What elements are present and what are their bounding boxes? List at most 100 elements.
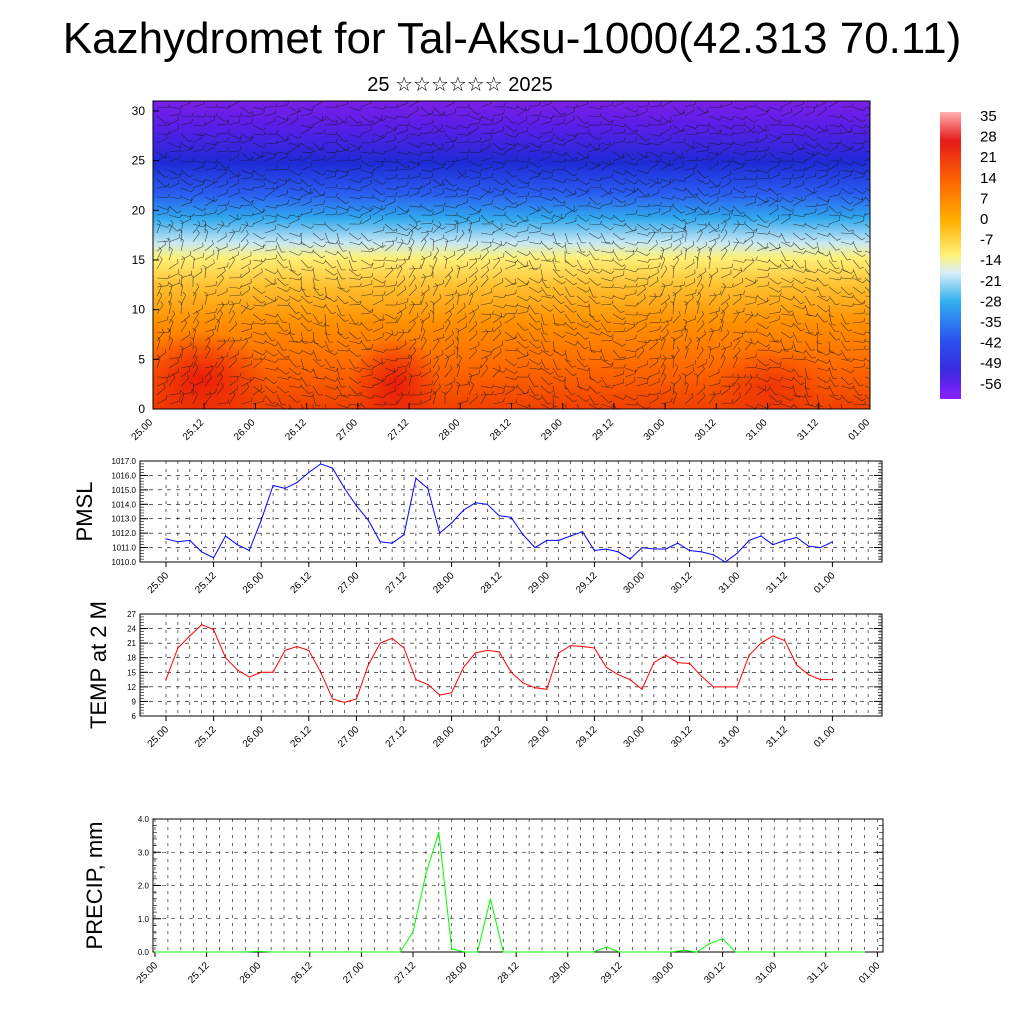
wind-barb: [792, 322, 802, 331]
wind-barb: [852, 187, 863, 194]
wind-barb: [552, 106, 562, 115]
wind-barb: [492, 119, 503, 126]
wind-barb-flag: [719, 129, 722, 134]
wind-barb: [468, 115, 480, 121]
wind-barb: [312, 268, 316, 280]
wind-barb: [468, 220, 480, 225]
wind-barb-flag: [251, 353, 254, 358]
wind-barb-flag: [418, 144, 423, 148]
wind-barb-flag: [659, 101, 662, 106]
wind-barb-flag: [221, 220, 225, 225]
wind-barb: [576, 133, 589, 135]
wind-barb-flag: [335, 251, 339, 256]
wind-barb: [348, 124, 360, 127]
wind-barb: [240, 214, 252, 217]
wind-barb-flag: [707, 221, 711, 226]
wind-barb: [444, 307, 455, 315]
wind-barb: [288, 232, 300, 237]
wind-barb-flag: [395, 185, 399, 190]
wind-barb-flag: [647, 264, 650, 269]
wind-barb: [612, 322, 624, 325]
wind-barb: [840, 214, 852, 219]
wind-barb: [504, 142, 516, 147]
data-point: [502, 951, 504, 953]
wind-barb-flag: [357, 274, 362, 277]
wind-barb: [528, 175, 540, 180]
wind-barb: [648, 163, 659, 171]
wind-barb: [648, 272, 659, 279]
wind-barb: [516, 355, 528, 360]
wind-barb: [696, 130, 708, 135]
wind-barb: [636, 376, 648, 380]
wind-barb: [336, 250, 345, 260]
wind-barb: [576, 214, 587, 222]
wind-barb-flag: [335, 168, 339, 173]
wind-barb: [228, 360, 237, 369]
wind-barb-flag: [431, 119, 434, 124]
wind-barb: [696, 396, 706, 405]
wind-barb-flag: [553, 405, 558, 408]
wind-barb: [324, 385, 336, 390]
wind-barb: [216, 209, 227, 216]
wind-barb-flag: [534, 394, 539, 396]
wind-barb-flag: [538, 225, 543, 230]
wind-barb: [180, 285, 183, 297]
wind-barb: [276, 120, 288, 126]
wind-barb: [432, 311, 434, 324]
wind-barb-flag: [586, 324, 591, 328]
wind-barb-flag: [657, 276, 659, 281]
wind-barb: [564, 313, 572, 324]
wind-barb-flag: [215, 308, 217, 313]
wind-barb-flag: [405, 367, 407, 372]
wind-barb: [804, 331, 816, 336]
wind-barb: [744, 159, 756, 162]
wind-barb: [324, 141, 336, 144]
wind-barb-flag: [752, 258, 754, 263]
wind-barb: [540, 232, 552, 237]
wind-barb-flag: [850, 369, 855, 373]
wind-barb-flag: [431, 227, 433, 232]
wind-barb-flag: [596, 391, 601, 394]
wind-barb: [588, 250, 596, 261]
x-tick-label: 29.12: [574, 724, 600, 750]
wind-barb-flag: [453, 349, 455, 354]
wind-barb: [576, 164, 587, 171]
x-tick-label: 30.12: [693, 417, 719, 443]
wind-barb-flag: [249, 111, 254, 114]
wind-barb: [744, 302, 756, 306]
wind-barb-flag: [189, 382, 194, 385]
wind-barb: [204, 178, 216, 184]
wind-barb: [384, 371, 395, 378]
wind-barb: [792, 286, 803, 293]
wind-barb-flag: [407, 190, 409, 195]
wind-barb: [480, 123, 492, 126]
wind-barb: [252, 322, 264, 325]
x-tick-label: 27.12: [384, 570, 410, 596]
wind-barb: [564, 138, 576, 144]
wind-barb: [720, 205, 731, 213]
wind-barb: [408, 175, 420, 180]
wind-barb: [624, 349, 636, 353]
x-tick-label: 26.00: [241, 724, 267, 750]
wind-barb: [420, 151, 432, 154]
wind-barb-flag: [395, 400, 398, 405]
wind-barb-flag: [743, 239, 747, 244]
wind-barb-flag: [574, 342, 579, 346]
wind-barb: [168, 321, 174, 333]
wind-barb: [432, 183, 444, 189]
wind-barb-flag: [170, 219, 174, 224]
wind-barb-flag: [452, 141, 455, 146]
wind-barb-flag: [239, 336, 242, 341]
wind-barb-flag: [215, 281, 218, 286]
wind-barb: [816, 232, 828, 237]
wind-barb-flag: [308, 184, 313, 187]
wind-barb-flag: [527, 388, 529, 393]
wind-barb-flag: [223, 338, 226, 343]
wind-barb: [780, 167, 792, 171]
wind-barb-flag: [551, 294, 555, 299]
wind-barb-flag: [572, 310, 577, 313]
wind-barb-flag: [848, 292, 853, 295]
wind-barb: [456, 151, 468, 154]
data-point: [683, 949, 685, 951]
wind-barb: [216, 183, 228, 189]
